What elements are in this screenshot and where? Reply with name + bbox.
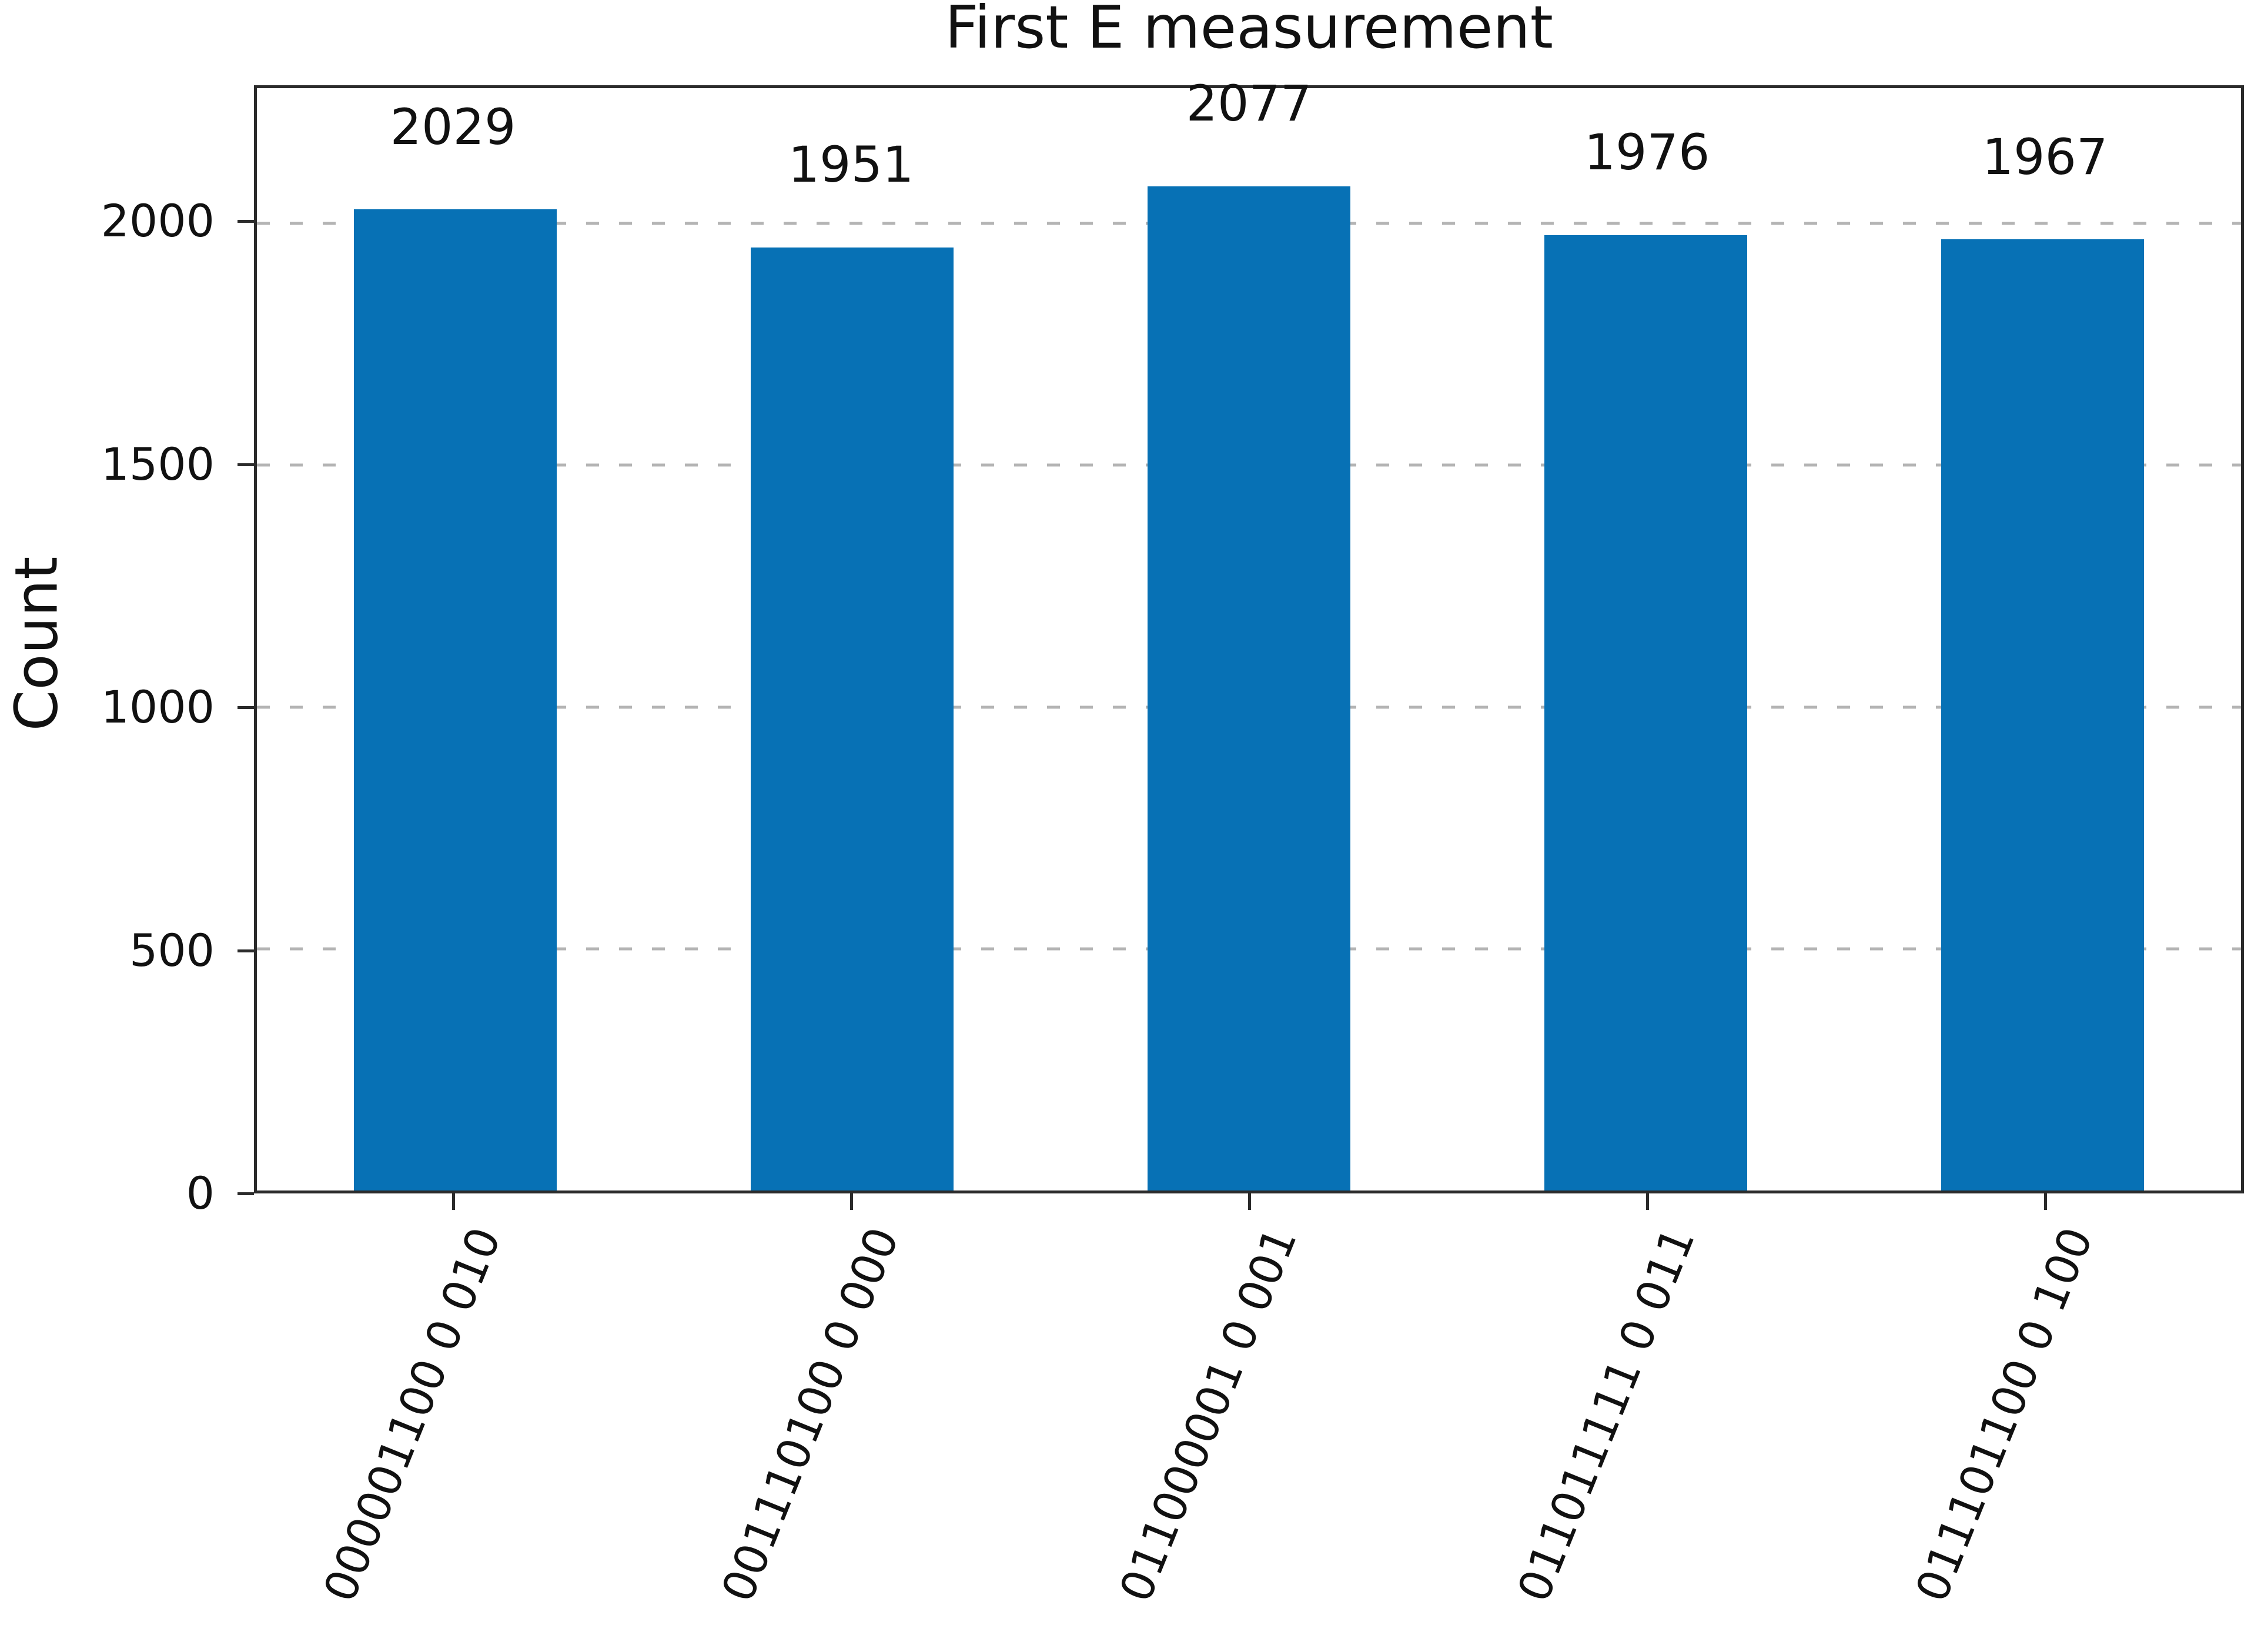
x-tick-label: 011101100 0 100 bbox=[1905, 1220, 2103, 1609]
y-tick-mark bbox=[238, 1192, 254, 1195]
y-tick-label: 1500 bbox=[101, 437, 215, 490]
x-tick-label: 001110100 0 000 bbox=[711, 1220, 909, 1609]
bar bbox=[1148, 186, 1350, 1190]
y-tick-label: 500 bbox=[129, 924, 215, 977]
x-tick-mark bbox=[2043, 1193, 2047, 1210]
bar-value-label: 1967 bbox=[1982, 128, 2108, 186]
bar bbox=[751, 247, 954, 1190]
y-tick-mark bbox=[238, 463, 254, 466]
plot-area bbox=[254, 85, 2244, 1193]
x-tick-label: 011000001 0 001 bbox=[1109, 1220, 1307, 1609]
x-tick-mark bbox=[1247, 1193, 1251, 1210]
bar-value-label: 1951 bbox=[788, 136, 914, 193]
bar bbox=[354, 209, 557, 1190]
x-tick-mark bbox=[1645, 1193, 1649, 1210]
bar-value-label: 2029 bbox=[390, 98, 516, 156]
bar-value-label: 2077 bbox=[1186, 74, 1312, 132]
bar bbox=[1941, 239, 2144, 1190]
chart-title: First E measurement bbox=[945, 0, 1553, 62]
bar-value-label: 1976 bbox=[1584, 123, 1710, 182]
y-tick-mark bbox=[238, 220, 254, 223]
y-tick-label: 2000 bbox=[101, 195, 215, 248]
y-tick-mark bbox=[238, 949, 254, 952]
y-tick-mark bbox=[238, 706, 254, 710]
bar bbox=[1544, 235, 1747, 1190]
y-tick-label: 0 bbox=[186, 1167, 215, 1219]
y-tick-label: 1000 bbox=[101, 681, 215, 734]
x-tick-label: 011011111 0 011 bbox=[1507, 1220, 1705, 1609]
x-tick-mark bbox=[451, 1193, 455, 1210]
x-tick-label: 000001100 0 010 bbox=[313, 1220, 511, 1609]
x-tick-mark bbox=[849, 1193, 853, 1210]
